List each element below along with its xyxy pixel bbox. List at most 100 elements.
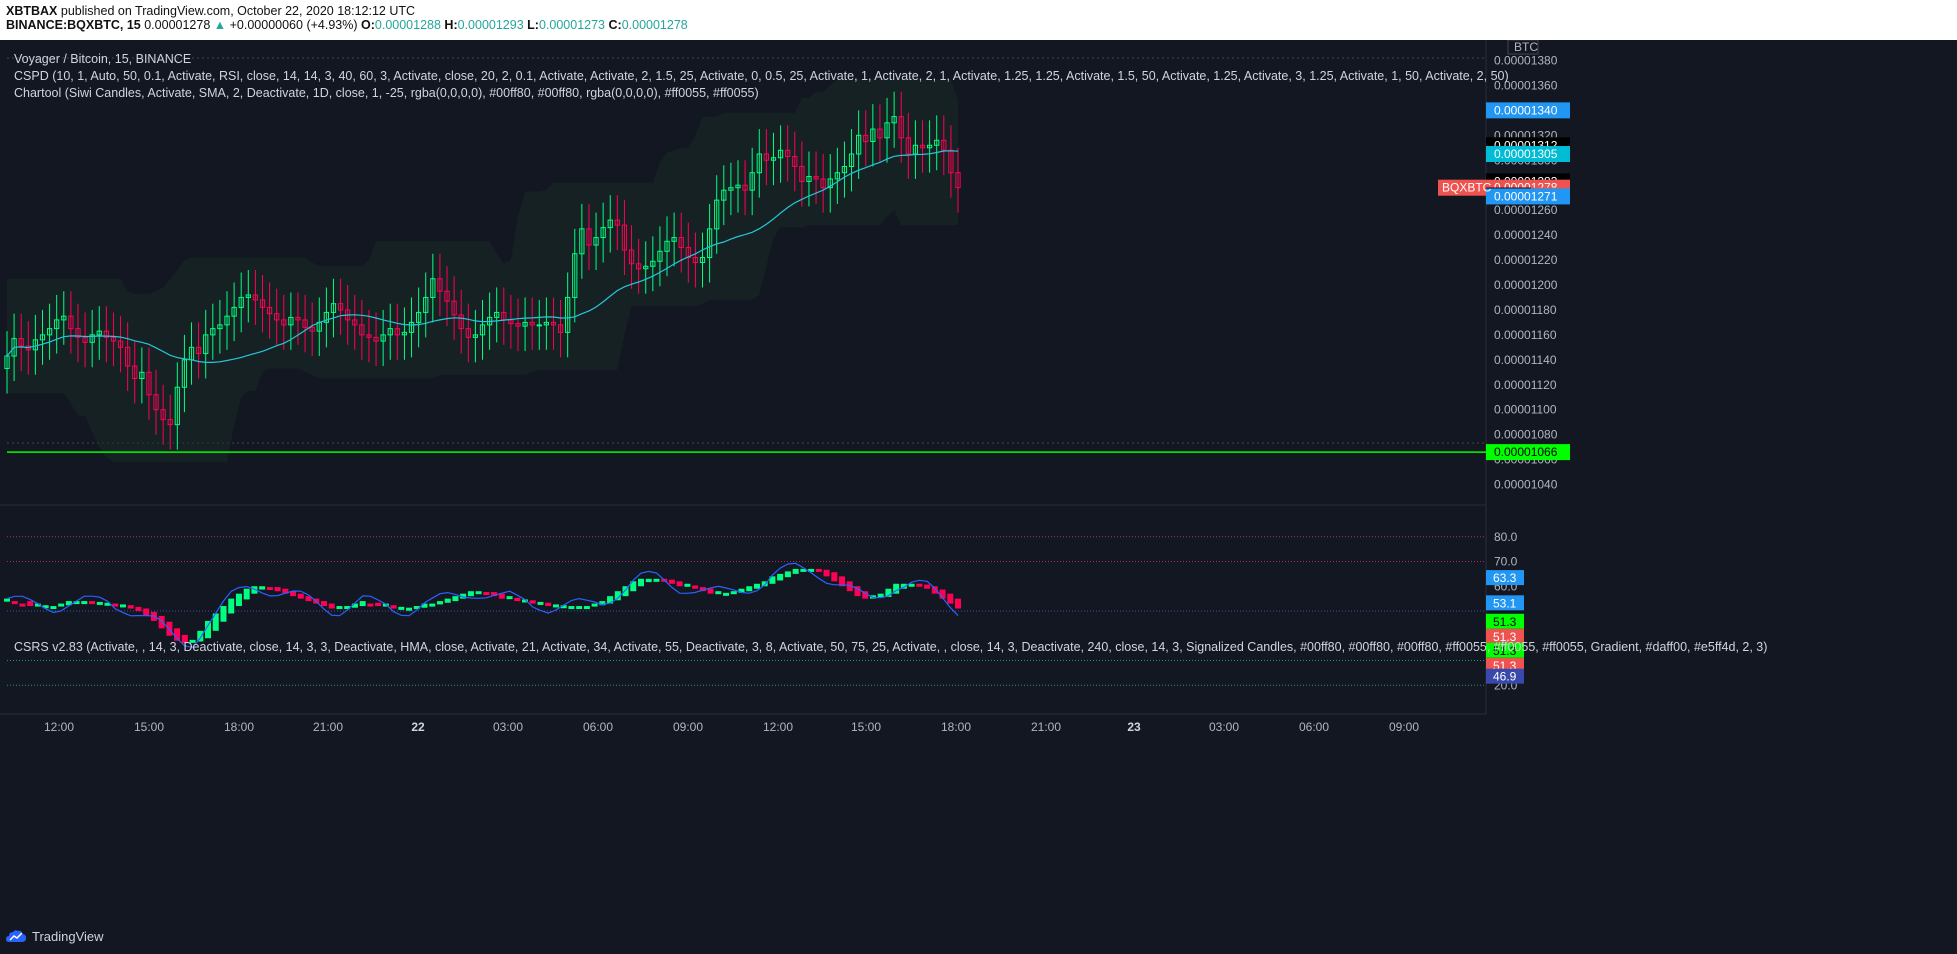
osc-bar	[398, 606, 405, 610]
osc-bar	[753, 583, 760, 589]
published-text: published on TradingView.com, October 22…	[60, 4, 416, 18]
price-tick-label: 0.00001140	[1494, 353, 1557, 367]
price-label: 0.00001340	[1494, 103, 1558, 117]
osc-bar	[321, 601, 327, 607]
candle-body	[905, 137, 911, 155]
osc-bar	[475, 591, 482, 595]
candle-body	[423, 296, 429, 313]
candle-body	[799, 165, 805, 182]
candle-body	[39, 334, 46, 341]
publisher-name[interactable]: XBTBAX	[6, 4, 58, 18]
candle-body	[777, 149, 784, 159]
candle-body	[884, 122, 890, 139]
candle-body	[146, 371, 152, 396]
candle-body	[479, 324, 486, 336]
candle-body	[664, 240, 670, 252]
candle-body	[231, 306, 237, 317]
osc-bar	[220, 606, 227, 622]
osc-bar	[243, 588, 250, 600]
osc-label: 53.1	[1493, 596, 1517, 610]
symbol-tag: BQXBTC	[1442, 181, 1492, 195]
osc-bar	[576, 606, 583, 610]
candle-body	[756, 153, 762, 174]
osc-bar	[119, 604, 126, 608]
osc-bar	[529, 600, 536, 604]
legend-title[interactable]: Voyager / Bitcoin, 15, BINANCE	[14, 52, 192, 66]
candle-body	[266, 306, 273, 315]
osc-label-bg	[1486, 642, 1524, 658]
price-tick-label: 0.00001180	[1494, 303, 1557, 317]
candle-body	[96, 330, 102, 336]
osc-bar	[205, 620, 212, 639]
osc-bar	[375, 602, 382, 607]
candle-body	[593, 237, 599, 246]
time-tick-label: 06:00	[1299, 720, 1329, 734]
candle-body	[352, 319, 358, 326]
candle-body	[451, 300, 457, 316]
osc-bar	[645, 578, 652, 583]
price-tick-label: 0.00001200	[1494, 278, 1558, 292]
osc-label: 46.9	[1493, 670, 1517, 684]
tradingview-logo[interactable]: TradingView	[6, 926, 104, 946]
osc-bar	[908, 583, 915, 587]
osc-bar	[808, 568, 815, 572]
osc-tick-label: 80.0	[1494, 530, 1518, 544]
candle-body	[472, 334, 479, 338]
osc-bar	[96, 601, 103, 605]
osc-bar	[947, 593, 954, 604]
osc-label: 63.3	[1493, 571, 1517, 585]
osc-bar	[336, 606, 343, 610]
osc-bar	[259, 586, 266, 590]
candle-body	[281, 319, 287, 326]
osc-bar	[784, 571, 791, 578]
candle-body	[749, 172, 755, 191]
osc-bar	[931, 586, 938, 594]
osc-bar	[684, 583, 691, 587]
candle-body	[827, 178, 833, 189]
chart-area[interactable]: 0.000013800.000013600.000013400.00001320…	[0, 40, 1957, 917]
candle-body	[614, 219, 620, 226]
osc-bar	[73, 601, 80, 605]
osc-bar	[692, 585, 699, 589]
candle-body	[792, 156, 798, 167]
osc-bar	[19, 603, 26, 607]
candle-body	[46, 328, 53, 336]
legend-cspd[interactable]: CSPD (10, 1, Auto, 50, 0.1, Activate, RS…	[14, 69, 1509, 83]
osc-bar	[104, 602, 111, 606]
chart-canvas[interactable]: 0.000013800.000013600.000013400.00001320…	[0, 40, 1957, 917]
osc-bar	[65, 601, 72, 606]
time-tick-label: 18:00	[941, 720, 971, 734]
osc-label-bg	[1486, 570, 1524, 586]
price-tick-label: 0.00001100	[1494, 403, 1557, 417]
candle-body	[806, 175, 812, 182]
osc-bar	[228, 598, 235, 614]
osc-bar	[699, 587, 706, 592]
candle-body	[32, 339, 39, 351]
osc-bar	[444, 598, 451, 603]
candle-body	[721, 189, 727, 201]
osc-bar	[11, 601, 18, 605]
osc-bar	[27, 601, 34, 607]
candle-body	[330, 303, 337, 313]
osc-bar	[854, 586, 861, 597]
candle-body	[586, 228, 592, 246]
candle-body	[543, 321, 550, 326]
candle-body	[394, 328, 400, 336]
legend-chartool[interactable]: Chartool (Siwi Candles, Activate, SMA, 2…	[14, 86, 759, 100]
osc-bar	[839, 576, 846, 587]
candle-body	[579, 228, 585, 255]
candle-body	[68, 315, 74, 330]
osc-bar	[568, 606, 575, 610]
candle-body	[728, 187, 734, 191]
time-tick-label: 21:00	[313, 720, 343, 734]
candle-body	[387, 328, 393, 336]
osc-bars-group	[4, 568, 961, 644]
candle-body	[366, 334, 372, 338]
osc-bar	[282, 588, 289, 594]
osc-bar	[955, 598, 961, 609]
candle-body	[337, 303, 344, 311]
osc-bar	[297, 593, 304, 599]
candle-body	[565, 296, 571, 333]
legend-csrs[interactable]: CSRS v2.83 (Activate, , 14, 3, Deactivat…	[14, 640, 1768, 654]
osc-bar	[522, 599, 529, 603]
